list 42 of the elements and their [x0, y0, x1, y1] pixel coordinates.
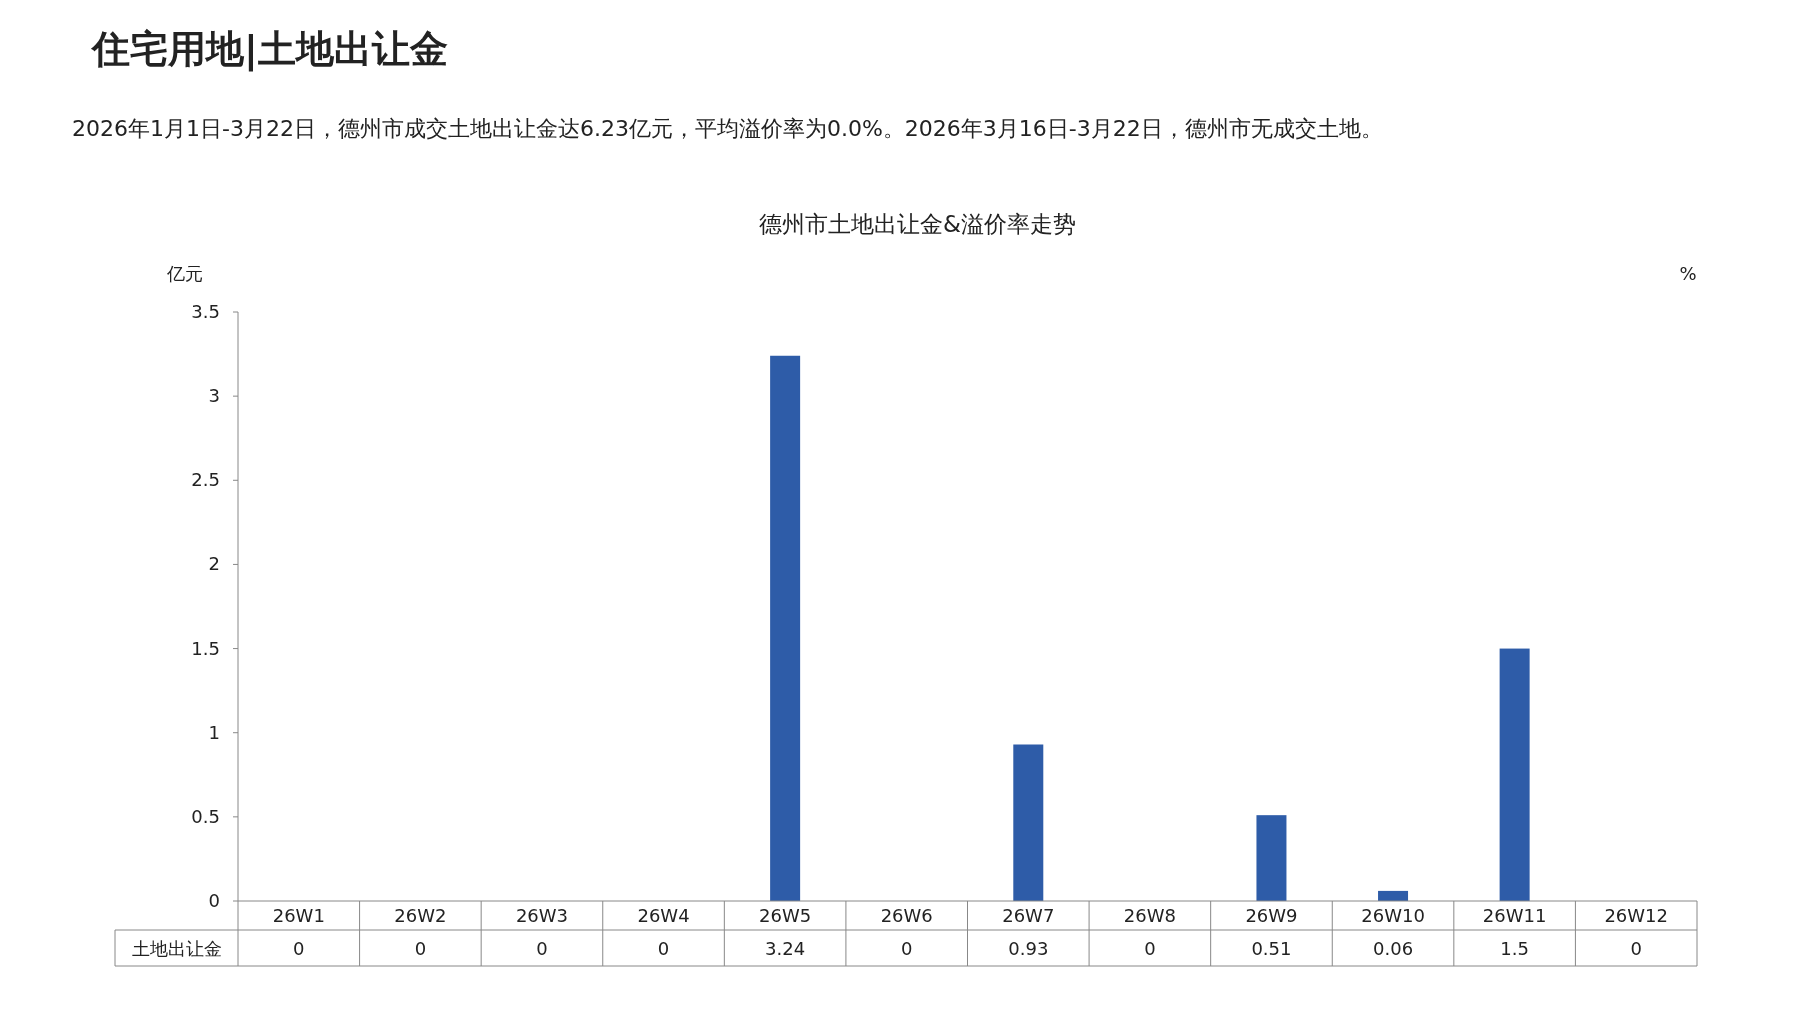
x-tick-label: 26W10	[1361, 905, 1425, 926]
x-tick-label: 26W3	[515, 905, 569, 926]
x-tick-label: 26W4	[637, 905, 690, 926]
bar	[1013, 744, 1044, 901]
data-label: 0.93	[1008, 938, 1049, 959]
data-label: 0	[1144, 938, 1156, 959]
y-tick-label: 0	[208, 890, 220, 911]
data-label: 0	[414, 938, 427, 959]
y-tick-label: 1.5	[191, 637, 220, 659]
data-label: 3.24	[765, 938, 806, 959]
data-label: 0.51	[1251, 938, 1292, 959]
x-tick-label: 26W9	[1245, 905, 1298, 926]
y-tick-label: 1	[208, 721, 220, 743]
x-tick-label: 26W12	[1604, 905, 1669, 926]
y-axis-title: 亿元	[166, 263, 203, 284]
data-label: 0	[536, 938, 548, 959]
x-tick-label: 26W8	[1123, 905, 1176, 926]
bar	[1256, 815, 1287, 901]
x-tick-label: 26W1	[272, 905, 325, 926]
chart-title: 德州市土地出让金&溢价率走势	[759, 211, 1076, 237]
y2-axis-title: %	[1679, 263, 1697, 284]
x-tick-label: 26W7	[1002, 905, 1055, 926]
x-tick-label: 26W6	[880, 905, 933, 926]
bar	[770, 355, 801, 901]
x-tick-label: 26W2	[394, 905, 447, 926]
data-label: 0	[1630, 938, 1642, 959]
data-label: 0	[657, 938, 670, 959]
x-tick-label: 26W5	[759, 905, 812, 926]
y-tick-label: 3.5	[191, 301, 220, 322]
bar	[1499, 648, 1530, 901]
text: 土地出让金	[131, 938, 222, 959]
data-label: 0	[900, 938, 913, 959]
data-label: 0	[293, 938, 305, 959]
heading: 住宅用地|土地出让金	[92, 27, 448, 71]
y-tick-label: 0.5	[191, 805, 220, 827]
text: 2026年1月1日-3月22日，德州市成交土地出让金达6.23亿元，平均溢价率为0.0%。2026年3月16日-3月22日，德州市无成交土地。	[72, 116, 1383, 141]
data-label: 0.06	[1373, 938, 1414, 959]
data-label: 1.5	[1500, 938, 1529, 959]
x-tick-label: 26W11	[1482, 905, 1547, 926]
y-tick-label: 2	[208, 553, 220, 575]
y-tick-label: 2.5	[191, 469, 220, 491]
y-tick-label: 3	[208, 385, 220, 407]
